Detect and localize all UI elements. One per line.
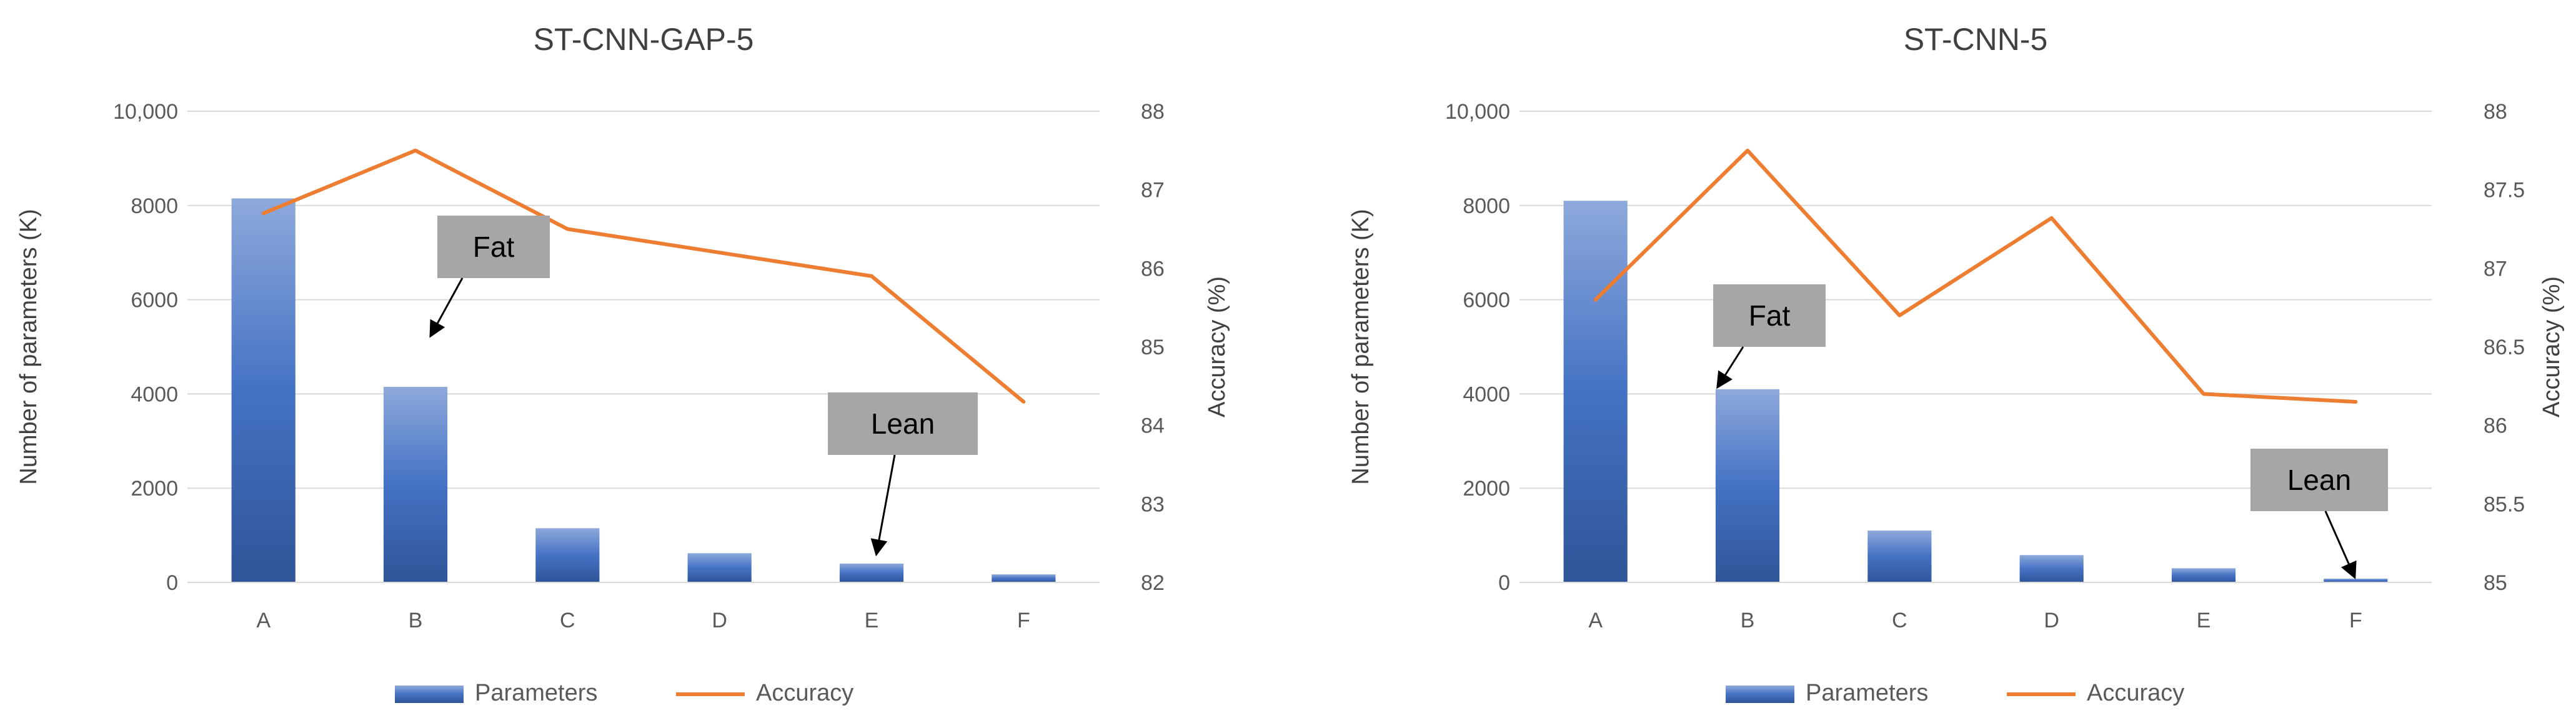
legend-label: Accuracy [2087,680,2184,706]
bar-A [232,198,296,582]
bar-C [535,528,599,582]
legend-label: Accuracy [756,680,853,706]
y2-tick-label: 86.5 [2484,336,2525,359]
bar-B [384,387,447,582]
y2-tick-label: 87 [2484,257,2507,281]
x-tick-label: D [2044,609,2059,632]
y2-axis-title: Accuracy (%) [2539,276,2565,417]
y-tick-label: 4000 [1463,382,1510,406]
callout-arrow [431,278,462,335]
y2-tick-label: 86 [2484,414,2507,438]
y-axis-title: Number of parameters (K) [16,209,42,484]
x-tick-label: D [712,609,727,632]
x-tick-label: A [256,609,271,632]
y-tick-label: 2000 [131,477,178,501]
y-tick-label: 10,000 [113,100,178,124]
y2-tick-label: 85 [1141,336,1165,359]
bar-A [1564,201,1628,582]
chart-panel-1: ST-CNN-5 0 2000 4000 6000 8000 10,000 85 85.5 86 8… [1348,22,2565,706]
y2-tick-label: 87.5 [2484,179,2525,202]
y-tick-label: 10,000 [1445,100,1510,124]
y2-tick-label: 84 [1141,414,1165,438]
y2-tick-label: 87 [1141,179,1165,202]
callout-label: Fat [1749,299,1791,332]
y2-tick-label: 86 [1141,257,1165,281]
y-tick-label: 8000 [1463,194,1510,218]
accuracy-line [264,151,1024,402]
x-tick-label: E [2197,609,2211,632]
legend-label: Parameters [1806,680,1928,706]
y2-tick-label: 88 [2484,100,2507,124]
callout-label: Lean [871,407,935,440]
chart-title: ST-CNN-GAP-5 [534,22,754,57]
y2-tick-label: 88 [1141,100,1165,124]
y-tick-label: 0 [1498,571,1510,595]
y2-tick-label: 83 [1141,492,1165,516]
y-tick-label: 6000 [1463,289,1510,312]
legend-swatch-bar [395,686,464,703]
bar-C [1867,531,1931,582]
legend-label: Parameters [475,680,597,706]
x-tick-label: F [1017,609,1030,632]
bar-E [2172,568,2235,582]
bar-D [688,553,752,582]
chart-title: ST-CNN-5 [1904,22,2048,57]
y2-tick-label: 82 [1141,571,1165,595]
callout-arrow [1718,347,1743,386]
y-tick-label: 0 [166,571,178,595]
y2-axis-title: Accuracy (%) [1204,276,1230,417]
x-tick-label: E [865,609,879,632]
accuracy-line [1596,151,2356,402]
legend-swatch-bar [1726,686,1794,703]
x-tick-label: C [560,609,575,632]
x-tick-label: B [409,609,423,632]
chart-panel-0: ST-CNN-GAP-5 0 2000 4000 6000 8000 10,000 82 83 8… [16,22,1230,706]
x-tick-label: C [1892,609,1907,632]
y-axis-title: Number of parameters (K) [1348,209,1374,484]
bar-D [2020,555,2084,582]
callout-arrow [877,455,895,553]
y-tick-label: 6000 [131,289,178,312]
callout-label: Lean [2287,464,2351,496]
x-tick-label: B [1741,609,1755,632]
x-tick-label: A [1588,609,1603,632]
x-tick-label: F [2349,609,2362,632]
y-tick-label: 2000 [1463,477,1510,501]
y2-tick-label: 85 [2484,571,2507,595]
callout-arrow [2325,511,2354,576]
bar-B [1716,389,1779,582]
bar-E [840,564,903,582]
y-tick-label: 8000 [131,194,178,218]
callout-label: Fat [473,231,515,263]
bar-F [992,574,1055,582]
y2-tick-label: 85.5 [2484,492,2525,516]
y-tick-label: 4000 [131,382,178,406]
